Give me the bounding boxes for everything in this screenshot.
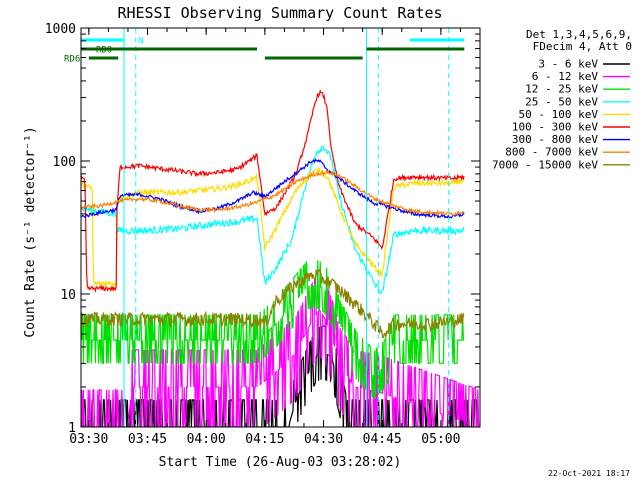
legend-entry-2: 12 - 25 keV [525,83,598,96]
legend-entry-1: 6 - 12 keV [532,70,599,83]
legend-entry-4: 50 - 100 keV [519,108,599,121]
series-line-6 [81,158,465,219]
plot-frame [80,27,481,428]
orbit-markers [123,28,450,427]
legend-header-0: Det 1,3,4,5,6,9, [526,28,632,41]
x-tick-label-4: 04:30 [304,432,343,447]
legend-header-1: FDecim 4, Att 0 [533,40,632,53]
flag-bars: N RD0 RD6 [64,37,465,65]
legend: Det 1,3,4,5,6,9,FDecim 4, Att 0 3 - 6 keV… [492,28,632,171]
series-line-5 [81,89,465,293]
y-tick-label-1: 10 [60,288,76,303]
y-axis-ticks: 1 10 100 1000 [45,22,480,436]
x-axis-label: Start Time (26-Aug-03 03:28:02) [159,455,402,470]
legend-entry-6: 300 - 800 keV [512,133,598,146]
x-tick-label-1: 03:45 [128,432,167,447]
flag-label-RD0: RD0 [96,46,112,56]
series-line-4 [81,167,465,288]
legend-entry-8: 7000 - 15000 keV [492,158,598,171]
y-tick-label-0: 1 [68,421,76,436]
series-line-3 [81,145,465,294]
y-tick-label-3: 1000 [45,22,76,37]
legend-entry-7: 800 - 7000 keV [505,146,598,159]
legend-entry-5: 100 - 300 keV [512,121,598,134]
series-layer [81,89,480,427]
chart-title: RHESSI Observing Summary Count Rates [117,4,442,22]
x-tick-label-0: 03:30 [69,432,108,447]
legend-entry-0: 3 - 6 keV [538,58,598,71]
series-line-8 [81,268,465,339]
footer-date: 22-Oct-2021 18:17 [548,469,630,478]
x-axis-ticks: 03:30 03:45 04:00 04:15 04:30 04:45 05:00 [69,28,481,447]
x-tick-label-5: 04:45 [363,432,402,447]
series-line-7 [81,169,465,217]
y-axis-label: Count Rate (s⁻¹ detector⁻¹) [23,126,38,337]
x-tick-label-2: 04:00 [187,432,226,447]
x-tick-label-3: 04:15 [245,432,284,447]
x-tick-label-6: 05:00 [421,432,460,447]
legend-entry-3: 25 - 50 keV [525,95,598,108]
y-tick-label-2: 100 [53,155,76,170]
flag-label-RD6: RD6 [64,55,80,65]
flag-label-N: N [138,37,143,47]
series-line-2 [81,260,465,399]
